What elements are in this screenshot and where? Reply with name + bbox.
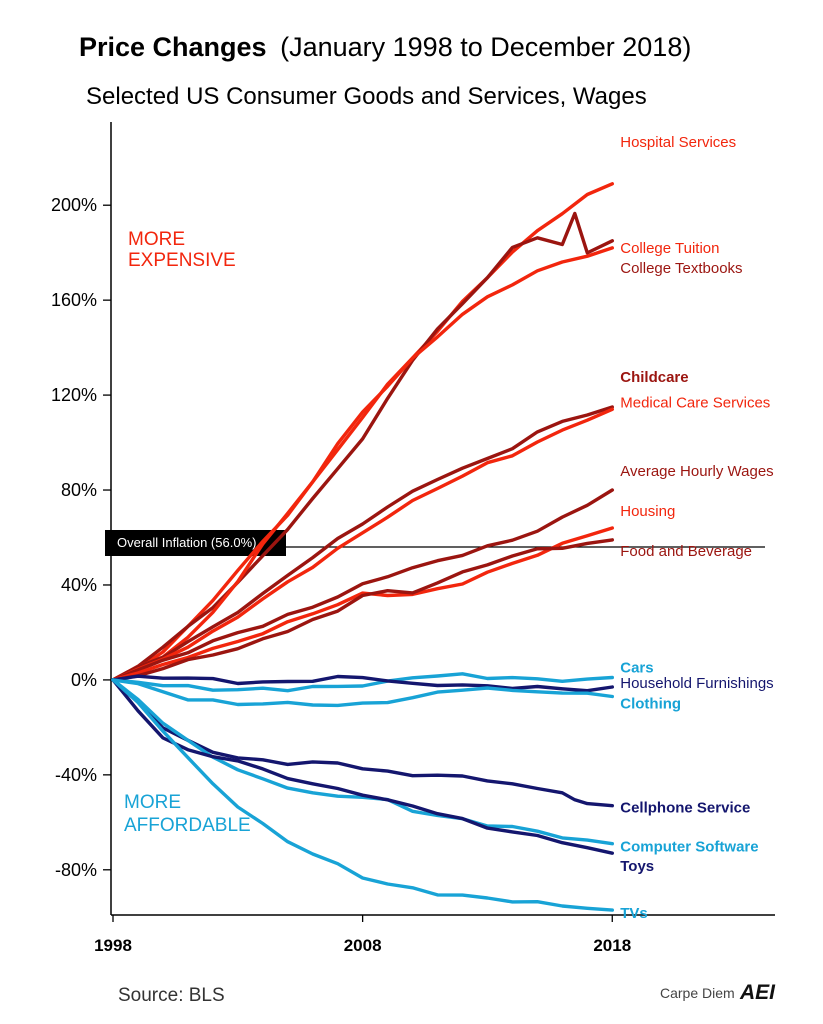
chart-title-range: (January 1998 to December 2018) <box>280 32 691 62</box>
inflation-label: Overall Inflation (56.0%) <box>117 535 256 550</box>
more-affordable-label-line2: AFFORDABLE <box>124 815 251 836</box>
y-tick-label: 40% <box>61 575 97 595</box>
series-label-housing: Housing <box>620 503 675 520</box>
series-label-cars: Cars <box>620 660 653 677</box>
series-line-medical-care-services <box>111 407 614 682</box>
series-line-cellphone-service <box>111 678 614 808</box>
series-label-average-hourly-wages: Average Hourly Wages <box>620 463 773 480</box>
series-line-housing <box>111 526 614 682</box>
y-tick-label: 200% <box>51 195 97 215</box>
series-label-medical-care-services: Medical Care Services <box>620 394 770 411</box>
series-line-childcare <box>111 405 614 682</box>
y-tick-label: 160% <box>51 290 97 310</box>
y-tick-label: -40% <box>55 765 97 785</box>
more-affordable-label-line1: MORE <box>124 792 181 813</box>
series-label-college-tuition: College Tuition <box>620 240 719 257</box>
y-tick-label: -80% <box>55 860 97 880</box>
source-note: Source: BLS <box>118 985 225 1006</box>
series-label-tvs: TVs <box>620 905 648 922</box>
y-axis-ticks: 200% 160% 120% 80% 40% 0% -40% -80% <box>51 195 111 880</box>
series-line-household-furnishings <box>111 674 614 693</box>
series-line-food-and-beverage <box>111 538 614 682</box>
x-tick-label: 1998 <box>94 936 132 955</box>
more-expensive-label-line2: EXPENSIVE <box>128 250 236 271</box>
series-label-computer-software: Computer Software <box>620 839 758 856</box>
series-line-college-textbooks <box>111 211 614 682</box>
series-line-hospital-services <box>111 182 614 682</box>
series-label-childcare: Childcare <box>620 369 688 386</box>
series-label-hospital-services: Hospital Services <box>620 134 736 151</box>
series-line-computer-software <box>111 678 614 846</box>
x-axis-ticks: 1998 2008 2018 <box>94 915 631 955</box>
x-tick-label: 2008 <box>344 936 382 955</box>
series-label-cellphone-service: Cellphone Service <box>620 800 750 817</box>
more-expensive-label-line1: MORE <box>128 229 185 250</box>
series-label-clothing: Clothing <box>620 696 681 713</box>
series-line-cars <box>111 672 614 693</box>
series-line-toys <box>111 678 614 855</box>
series-labels: Hospital Services College Textbooks Colleg… <box>620 134 773 922</box>
series-lines <box>111 182 614 912</box>
series-line-tvs <box>111 678 614 912</box>
chart-title: Price Changes (January 1998 to December … <box>79 32 691 62</box>
series-label-food-and-beverage: Food and Beverage <box>620 543 752 560</box>
y-tick-label: 120% <box>51 385 97 405</box>
aei-logo: AEI <box>739 981 776 1004</box>
y-tick-label: 80% <box>61 480 97 500</box>
series-line-clothing <box>111 678 614 708</box>
chart-title-main: Price Changes <box>79 32 267 62</box>
series-label-household-furnishings: Household Furnishings <box>620 675 773 692</box>
y-tick-label: 0% <box>71 670 97 690</box>
series-label-college-textbooks: College Textbooks <box>620 260 742 277</box>
series-label-toys: Toys <box>620 858 654 875</box>
series-line-college-tuition <box>111 246 614 682</box>
series-line-average-hourly-wages <box>111 488 614 682</box>
brand-name: Carpe Diem <box>660 985 735 1001</box>
x-tick-label: 2018 <box>593 936 631 955</box>
chart-subtitle: Selected US Consumer Goods and Services,… <box>86 83 647 110</box>
